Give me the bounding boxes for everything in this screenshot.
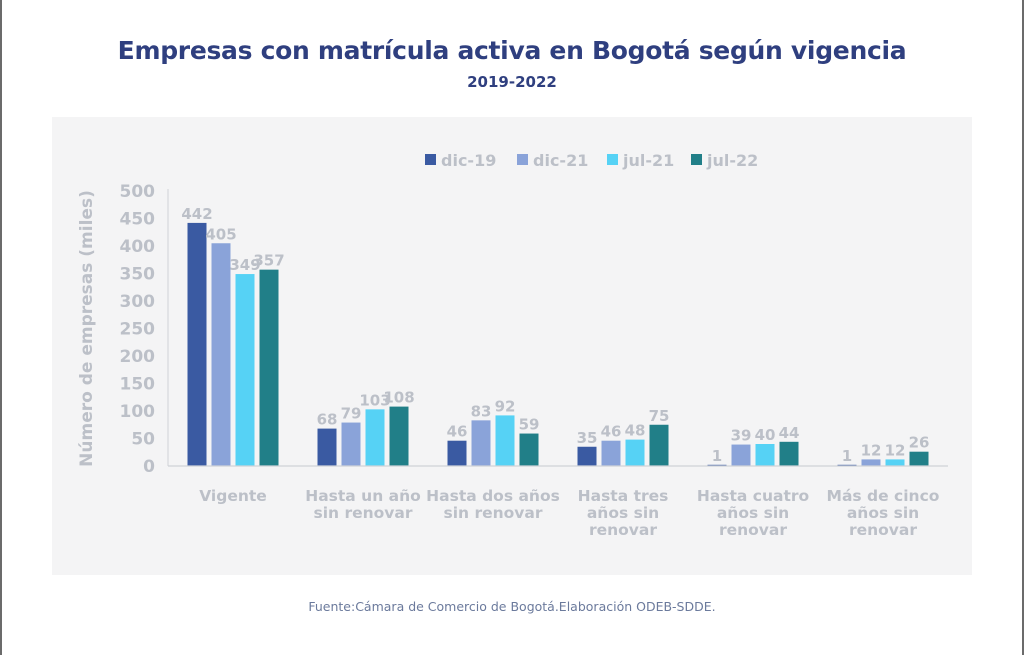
data-label: 405 xyxy=(205,225,236,243)
x-category-label: Hasta un año xyxy=(305,487,421,505)
bar xyxy=(447,440,467,466)
data-label: 40 xyxy=(755,426,776,444)
x-category-label: Vigente xyxy=(199,487,267,505)
legend: dic-19 dic-21 jul-21 jul-22 xyxy=(425,151,758,170)
bar xyxy=(471,420,491,466)
x-category-label: años sin xyxy=(717,504,789,522)
data-label: 349 xyxy=(229,256,260,274)
y-tick-label: 300 xyxy=(120,292,156,312)
data-label: 108 xyxy=(383,389,414,407)
data-label: 59 xyxy=(519,416,540,434)
y-tick-label: 400 xyxy=(120,237,156,257)
legend-item: dic-19 xyxy=(425,151,496,170)
data-label: 79 xyxy=(341,405,362,423)
y-tick-label: 500 xyxy=(120,182,156,202)
bar xyxy=(861,459,881,466)
x-category-label: años sin xyxy=(847,504,919,522)
x-category-label: Hasta tres xyxy=(578,487,669,505)
data-label: 75 xyxy=(649,407,670,425)
y-tick-label: 350 xyxy=(120,265,156,285)
bar xyxy=(495,415,515,466)
x-category-label: años sin xyxy=(587,504,659,522)
legend-item: jul-21 xyxy=(607,151,674,170)
bar xyxy=(601,440,621,466)
bar xyxy=(885,459,905,466)
source-note: Fuente:Cámara de Comercio de Bogotá.Elab… xyxy=(308,599,716,614)
bar xyxy=(649,424,669,466)
legend-label: dic-21 xyxy=(533,151,588,170)
y-axis-title: Número de empresas (miles) xyxy=(77,190,97,467)
data-label: 12 xyxy=(885,441,906,459)
data-label: 92 xyxy=(495,397,516,415)
data-label: 442 xyxy=(181,205,212,223)
data-label: 83 xyxy=(471,402,492,420)
data-label: 103 xyxy=(359,391,390,409)
bar xyxy=(731,444,751,466)
bar xyxy=(909,451,929,466)
bar xyxy=(779,441,799,466)
x-category-label: sin renovar xyxy=(443,504,542,522)
y-tick-label: 50 xyxy=(131,430,155,450)
data-label: 357 xyxy=(253,252,284,270)
legend-swatch xyxy=(691,154,702,165)
legend-label: jul-22 xyxy=(706,151,758,170)
data-label: 12 xyxy=(861,441,882,459)
bar xyxy=(235,274,255,466)
data-label: 26 xyxy=(909,434,930,452)
legend-item: jul-22 xyxy=(691,151,758,170)
x-category-label: renovar xyxy=(589,521,657,539)
bar xyxy=(519,433,539,466)
legend-swatch xyxy=(425,154,436,165)
x-category-label: Más de cinco xyxy=(827,487,940,505)
data-label: 46 xyxy=(601,423,622,441)
bar xyxy=(317,428,337,466)
bar xyxy=(259,269,279,466)
bar xyxy=(625,439,645,466)
y-tick-label: 0 xyxy=(143,457,155,477)
data-label: 35 xyxy=(577,429,598,447)
x-category-label: renovar xyxy=(719,521,787,539)
data-label: 1 xyxy=(842,447,852,465)
bar xyxy=(577,446,597,466)
window-border-right xyxy=(1022,0,1024,655)
bar xyxy=(341,422,361,466)
bars xyxy=(187,222,929,466)
y-tick-label: 450 xyxy=(120,210,156,230)
bar xyxy=(755,444,775,466)
y-tick-label: 150 xyxy=(120,375,156,395)
x-category-label: renovar xyxy=(849,521,917,539)
y-tick-label: 250 xyxy=(120,320,156,340)
window-border-left xyxy=(0,0,2,655)
bar xyxy=(211,243,231,466)
bar xyxy=(187,222,207,466)
y-axis: 0 50 100 150 200 250 300 350 400 450 500 Número de … xyxy=(77,182,169,477)
y-tick-label: 200 xyxy=(120,347,156,367)
data-label: 44 xyxy=(779,424,800,442)
data-label: 68 xyxy=(317,411,338,429)
data-label: 39 xyxy=(731,427,752,445)
legend-swatch xyxy=(607,154,618,165)
legend-label: jul-21 xyxy=(622,151,674,170)
x-category-label: sin renovar xyxy=(313,504,412,522)
x-category-label: Hasta cuatro xyxy=(697,487,809,505)
bar xyxy=(365,409,385,466)
chart-subtitle: 2019-2022 xyxy=(467,73,557,91)
bar xyxy=(389,406,409,466)
legend-label: dic-19 xyxy=(441,151,496,170)
data-label: 48 xyxy=(625,422,646,440)
x-category-label: Hasta dos años xyxy=(426,487,560,505)
legend-swatch xyxy=(517,154,528,165)
data-label: 46 xyxy=(447,423,468,441)
y-tick-label: 100 xyxy=(120,402,156,422)
legend-item: dic-21 xyxy=(517,151,588,170)
data-label: 1 xyxy=(712,447,722,465)
chart-title: Empresas con matrícula activa en Bogotá … xyxy=(117,36,907,65)
